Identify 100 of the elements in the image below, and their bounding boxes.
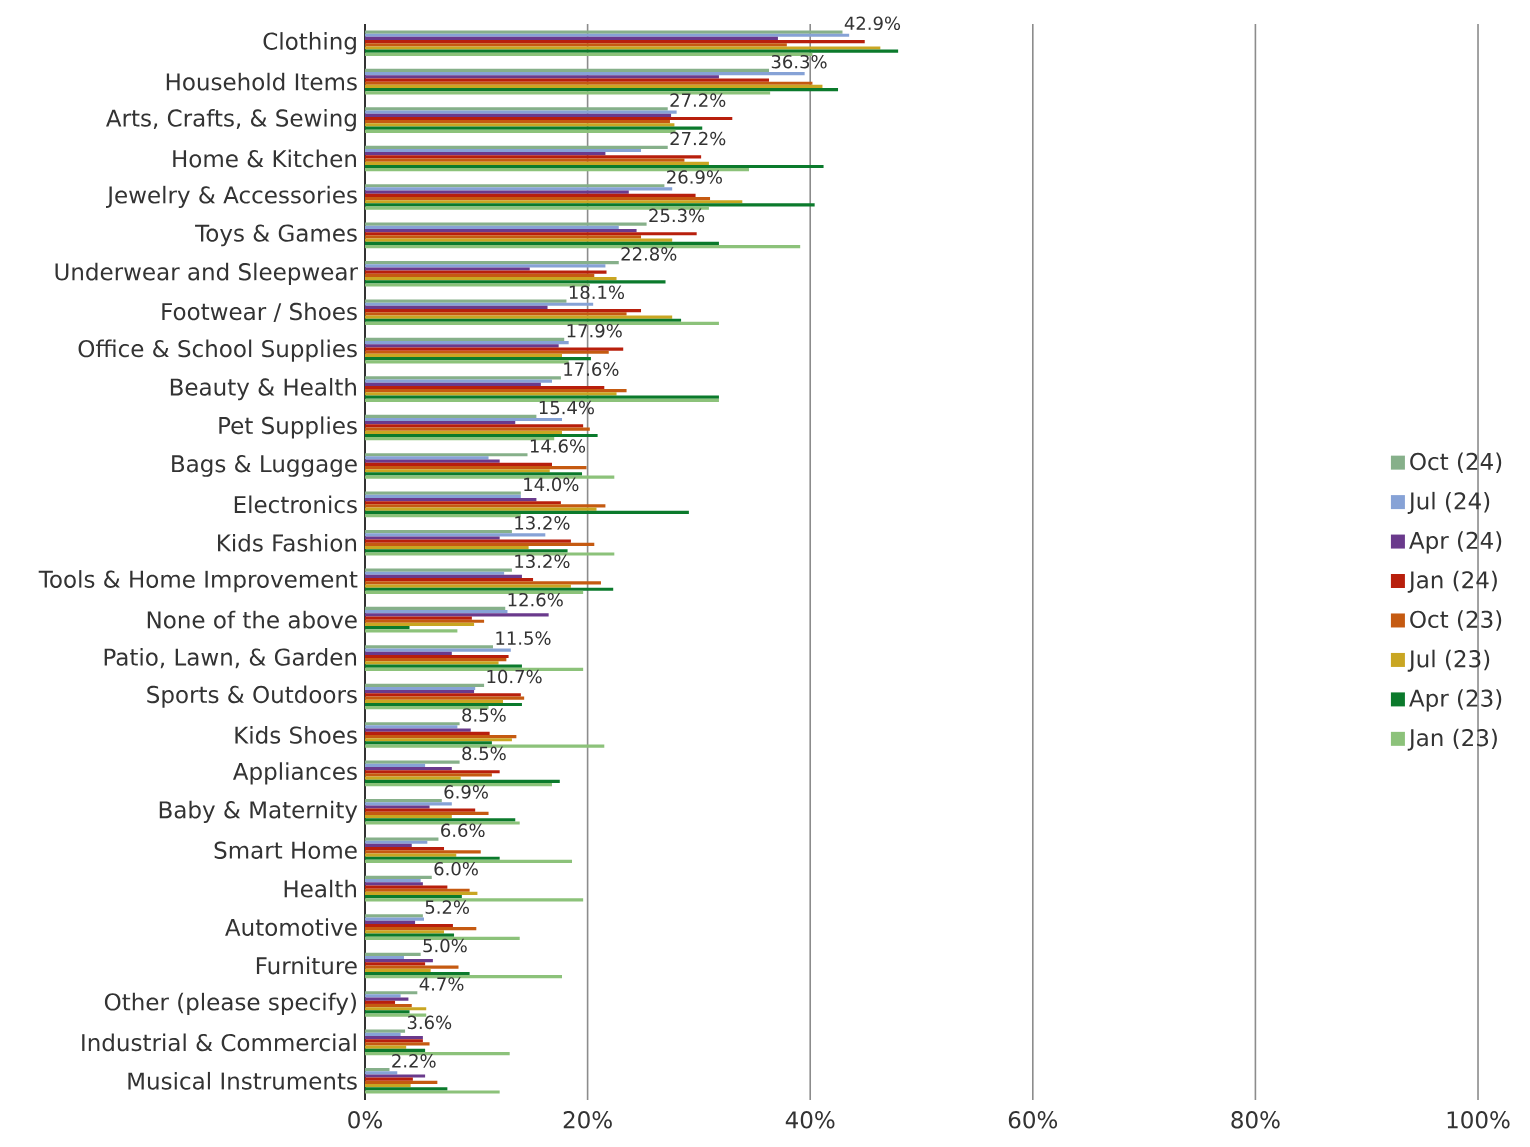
bar [365, 424, 584, 428]
bar [365, 815, 452, 819]
bar [365, 350, 609, 354]
y-tick-label: Toys & Games [195, 224, 357, 247]
bar [365, 843, 412, 848]
bar [365, 895, 462, 899]
y-tick-label: Automotive [225, 918, 357, 936]
bar [365, 959, 433, 963]
bar [365, 1080, 438, 1084]
bar [365, 766, 452, 771]
bar [365, 421, 516, 425]
data-label: 12.6% [508, 592, 563, 607]
y-tick-label: Kids Shoes [235, 726, 357, 744]
data-label: 6.9% [444, 785, 488, 799]
bar [365, 734, 517, 739]
bar [365, 626, 410, 630]
bar [365, 196, 711, 201]
bar [365, 683, 485, 687]
bar [365, 91, 771, 95]
bar [365, 385, 605, 390]
bar [365, 475, 615, 479]
bar [365, 113, 672, 117]
bar [365, 168, 749, 172]
bar [365, 741, 492, 745]
y-tick-label: Kids Fashion [218, 533, 357, 552]
legend-label: Jan (24) [1407, 570, 1497, 593]
bar [365, 225, 619, 229]
bar [365, 891, 478, 896]
bar [365, 30, 843, 34]
bar [365, 235, 642, 239]
legend-label: Apr (24) [1409, 531, 1502, 554]
bar [365, 1074, 426, 1078]
bar [365, 542, 595, 546]
bar [365, 337, 565, 342]
y-tick-label: Patio, Lawn, & Garden [104, 648, 357, 669]
bar [365, 799, 442, 803]
bar [365, 155, 702, 159]
bar [365, 164, 824, 169]
bar [365, 658, 507, 662]
bar [365, 68, 770, 73]
y-tick-label: Other (please specify) [104, 992, 356, 1016]
data-label: 14.0% [524, 477, 579, 492]
data-label: 10.7% [487, 669, 542, 684]
bar [365, 738, 512, 742]
bar [365, 357, 591, 361]
bar [365, 280, 666, 284]
bar [365, 312, 627, 316]
y-tick-label: Smart Home [214, 841, 357, 859]
bar [365, 962, 426, 966]
bar [365, 152, 606, 156]
bar [365, 72, 805, 76]
bar [365, 389, 627, 393]
bar [365, 782, 552, 787]
data-label: 11.5% [496, 631, 551, 645]
data-label: 42.9% [844, 16, 901, 31]
bar [365, 193, 696, 197]
bar [365, 773, 492, 777]
bar [365, 1084, 411, 1088]
bar [365, 997, 409, 1001]
x-tick-label: 0% [348, 1111, 382, 1129]
bar [365, 661, 499, 665]
y-tick-label: Tools & Home Improvement [38, 570, 358, 593]
bar [365, 1010, 410, 1014]
y-tick-label: Clothing [263, 32, 356, 55]
bar [365, 382, 541, 386]
legend-label: Jan (23) [1407, 728, 1497, 751]
bar [365, 728, 471, 732]
bar [365, 933, 455, 937]
y-tick-label: Jewelry & Accessories [106, 185, 357, 209]
bar [365, 504, 606, 508]
y-tick-label: None of the above [147, 610, 357, 629]
bar [365, 427, 590, 431]
bar [365, 1042, 430, 1046]
bar [365, 305, 548, 310]
bar [365, 706, 489, 710]
bar [365, 850, 481, 854]
bar [365, 513, 521, 518]
bar [365, 437, 555, 441]
bar [365, 379, 552, 383]
bar [365, 88, 839, 92]
bar [365, 200, 743, 204]
bar [365, 1051, 510, 1056]
bar [365, 770, 500, 774]
bar [365, 321, 719, 326]
bar [365, 433, 598, 438]
bar [365, 994, 401, 998]
bar [365, 299, 567, 303]
bar [365, 616, 472, 620]
y-tick-label: Bags & Luggage [172, 455, 357, 477]
bar [365, 811, 489, 815]
bar [365, 923, 453, 928]
y-tick-label: Underwear and Sleepwear [55, 262, 358, 285]
legend-label: Apr (23) [1409, 689, 1502, 712]
bar [365, 859, 573, 864]
data-label: 4.7% [419, 977, 464, 991]
y-tick-label: Home & Kitchen [173, 149, 356, 168]
bar [365, 645, 493, 649]
bar [365, 1090, 500, 1094]
bar [365, 808, 476, 812]
bar [365, 840, 428, 844]
